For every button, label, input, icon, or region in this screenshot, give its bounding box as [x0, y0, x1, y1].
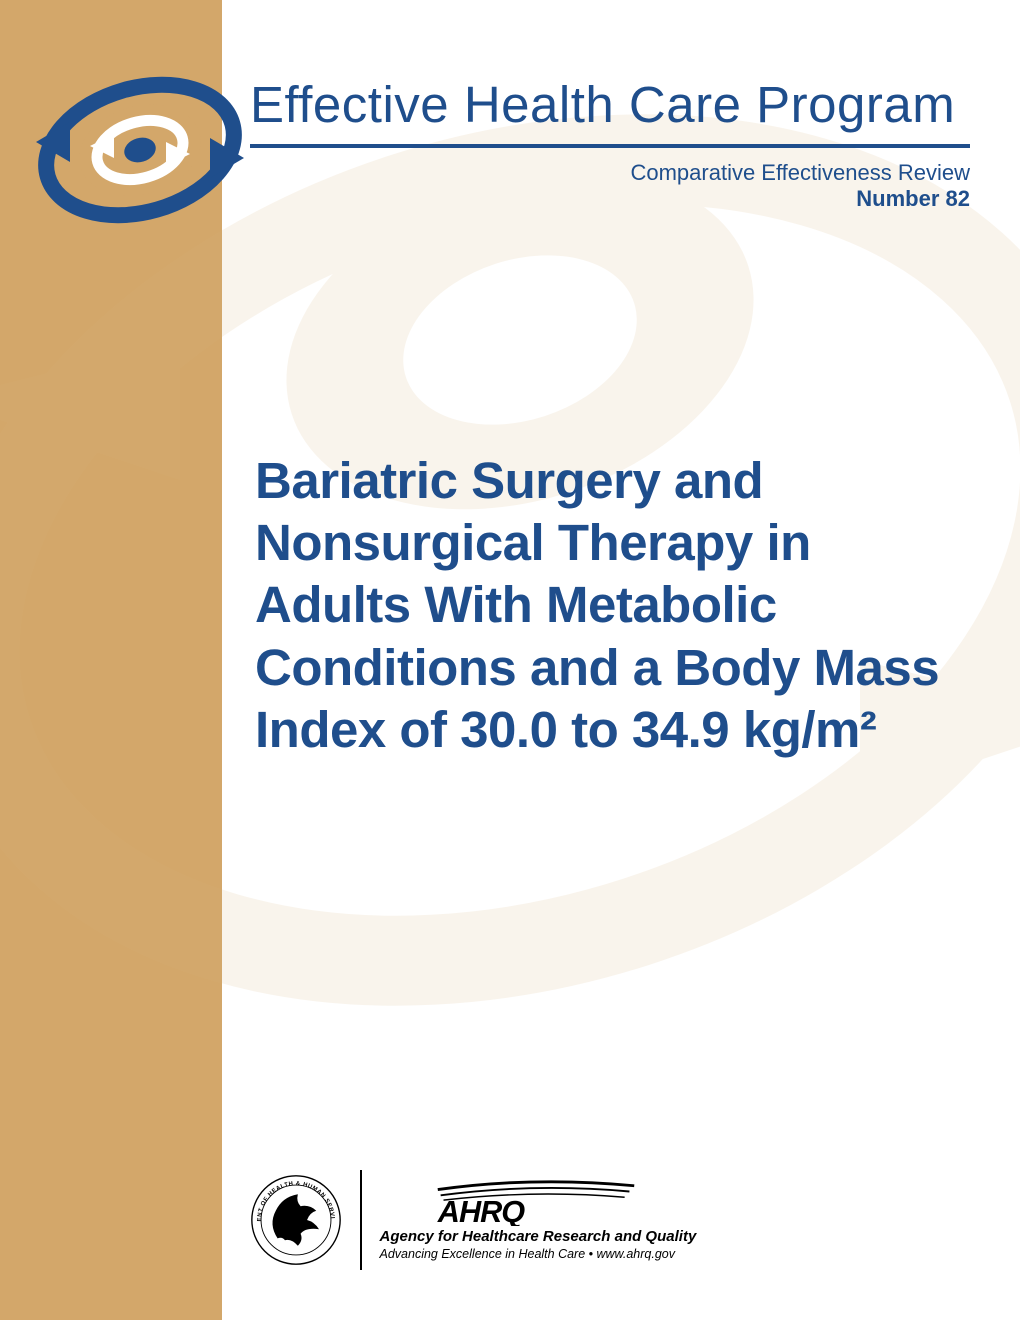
footer-logos: DEPARTMENT OF HEALTH & HUMAN SERVICES • …: [250, 1170, 696, 1270]
review-number: Number 82: [250, 186, 970, 212]
page: Effective Health Care Program Comparativ…: [0, 0, 1020, 1320]
ehc-swirl-icon: [30, 60, 250, 240]
header-block: Effective Health Care Program Comparativ…: [250, 75, 970, 212]
document-title: Bariatric Surgery and Nonsurgical Therap…: [255, 450, 955, 761]
hhs-seal-icon: DEPARTMENT OF HEALTH & HUMAN SERVICES • …: [250, 1174, 342, 1266]
ehc-logo: [30, 60, 250, 240]
review-label: Comparative Effectiveness Review: [250, 160, 970, 186]
footer-divider: [360, 1170, 362, 1270]
ahrq-tagline: Advancing Excellence in Health Care • ww…: [380, 1247, 697, 1261]
program-title: Effective Health Care Program: [250, 75, 970, 148]
svg-text:AHRQ: AHRQ: [436, 1195, 525, 1226]
ahrq-agency-name: Agency for Healthcare Research and Quali…: [380, 1228, 697, 1245]
ahrq-block: AHRQ Agency for Healthcare Research and …: [380, 1180, 697, 1261]
ahrq-logo-icon: AHRQ: [380, 1180, 697, 1226]
